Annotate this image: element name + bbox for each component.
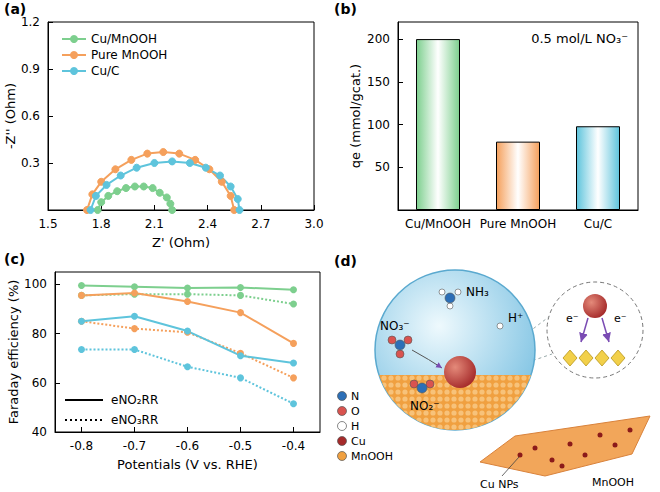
svg-text:Pure MnOOH: Pure MnOOH <box>91 48 167 62</box>
svg-text:-0.4: -0.4 <box>282 439 305 453</box>
svg-text:-0.7: -0.7 <box>123 439 146 453</box>
svg-text:-Z'' (Ohm): -Z'' (Ohm) <box>3 83 18 149</box>
svg-text:60: 60 <box>32 376 47 390</box>
svg-text:0.3: 0.3 <box>21 156 40 170</box>
svg-text:Pure MnOOH: Pure MnOOH <box>480 217 556 231</box>
svg-text:H⁺: H⁺ <box>508 311 523 325</box>
svg-text:100: 100 <box>367 118 390 132</box>
svg-text:-0.5: -0.5 <box>229 439 252 453</box>
svg-text:Cu: Cu <box>351 435 366 448</box>
svg-text:(c): (c) <box>4 251 25 267</box>
svg-text:2.1: 2.1 <box>145 217 164 231</box>
svg-text:Potentials (V vs. RHE): Potentials (V vs. RHE) <box>117 457 258 472</box>
svg-text:Cu NPs: Cu NPs <box>480 478 519 491</box>
svg-text:Cu/C: Cu/C <box>584 217 612 231</box>
svg-text:2.7: 2.7 <box>251 217 270 231</box>
svg-text:e⁻: e⁻ <box>566 312 579 325</box>
svg-text:NH₃: NH₃ <box>466 285 489 299</box>
svg-text:-0.8: -0.8 <box>70 439 93 453</box>
svg-text:(d): (d) <box>334 253 357 269</box>
svg-text:-0.6: -0.6 <box>176 439 199 453</box>
svg-text:1.2: 1.2 <box>21 15 40 29</box>
svg-text:100: 100 <box>24 277 47 291</box>
svg-text:eNO₂RR: eNO₂RR <box>111 393 158 407</box>
svg-text:0.6: 0.6 <box>21 109 40 123</box>
svg-text:eNO₃RR: eNO₃RR <box>111 413 158 427</box>
svg-text:MnOOH: MnOOH <box>592 476 634 489</box>
svg-text:O: O <box>351 405 360 418</box>
svg-text:N: N <box>351 390 359 403</box>
svg-text:40: 40 <box>32 425 47 439</box>
svg-text:1.5: 1.5 <box>38 217 57 231</box>
svg-text:Cu/MnOOH: Cu/MnOOH <box>91 32 157 46</box>
svg-text:Cu/MnOOH: Cu/MnOOH <box>405 217 471 231</box>
svg-text:0.9: 0.9 <box>21 62 40 76</box>
svg-text:2.4: 2.4 <box>198 217 217 231</box>
svg-text:Faraday efficiency (%): Faraday efficiency (%) <box>6 280 21 425</box>
svg-text:Z' (Ohm): Z' (Ohm) <box>152 235 210 250</box>
svg-text:200: 200 <box>367 32 390 46</box>
svg-text:50: 50 <box>375 160 390 174</box>
svg-text:(b): (b) <box>334 1 357 17</box>
svg-text:80: 80 <box>32 327 47 341</box>
svg-text:150: 150 <box>367 75 390 89</box>
svg-text:(a): (a) <box>4 1 27 17</box>
svg-text:1.8: 1.8 <box>92 217 111 231</box>
svg-text:Cu/C: Cu/C <box>91 64 119 78</box>
svg-text:qe (mmol/gcat.): qe (mmol/gcat.) <box>348 64 363 168</box>
svg-text:NO₃⁻: NO₃⁻ <box>380 319 410 333</box>
svg-text:NO₂⁻: NO₂⁻ <box>410 399 440 413</box>
svg-text:H: H <box>351 420 359 433</box>
svg-text:0.5 mol/L NO₃⁻: 0.5 mol/L NO₃⁻ <box>531 31 628 46</box>
svg-text:MnOOH: MnOOH <box>351 450 393 463</box>
svg-text:3.0: 3.0 <box>304 217 323 231</box>
svg-text:e⁻: e⁻ <box>614 312 627 325</box>
